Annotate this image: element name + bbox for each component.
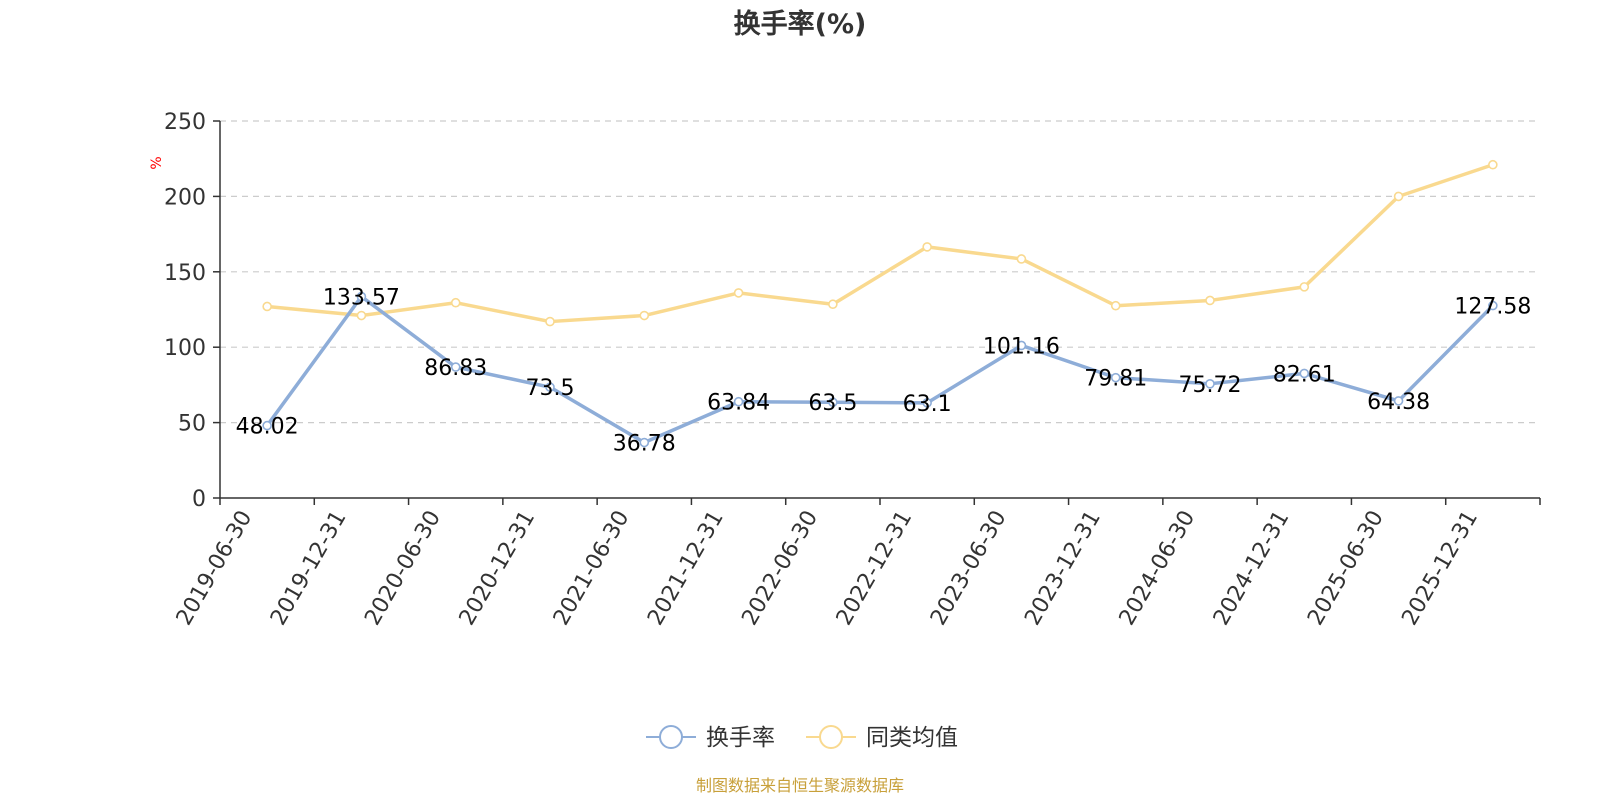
data-point[interactable] <box>1393 396 1404 406</box>
data-point[interactable] <box>545 382 555 392</box>
data-point[interactable] <box>450 297 461 308</box>
series-line <box>265 162 1495 324</box>
data-point[interactable] <box>356 291 367 302</box>
y-tick-label: 50 <box>178 412 206 437</box>
x-tick-label: 2020-06-30 <box>360 507 446 630</box>
x-tick-label: 2024-12-31 <box>1209 507 1295 630</box>
y-tick-label: 200 <box>164 185 206 210</box>
chart-title: 换手率(%) <box>734 8 867 40</box>
legend-item-0[interactable]: 换手率 <box>646 725 775 751</box>
series-0 <box>262 291 1498 448</box>
data-point[interactable] <box>356 310 367 321</box>
data-point[interactable] <box>733 288 744 298</box>
data-point[interactable] <box>1488 159 1498 170</box>
legend-item-1[interactable]: 同类均值 <box>806 725 958 751</box>
data-point[interactable] <box>1393 191 1404 202</box>
data-label: 133.57 <box>323 286 400 311</box>
x-tick-label: 2022-12-31 <box>832 506 918 629</box>
x-tick-label: 2019-06-30 <box>172 507 258 630</box>
data-point[interactable] <box>450 362 461 372</box>
data-label: 63.1 <box>903 392 952 417</box>
series-line <box>265 294 1495 445</box>
legend-circle-icon <box>819 725 843 749</box>
legend-circle-icon <box>659 725 683 749</box>
data-labels: 48.02 133.57 86.83 73.5 36.78 63.84 63.5 63.1 10… <box>236 286 1532 457</box>
x-tick-label: 2022-06-30 <box>737 507 823 630</box>
data-label: 64.38 <box>1367 390 1430 415</box>
y-tick-label: 250 <box>164 110 206 135</box>
legend-label: 同类均值 <box>866 725 958 751</box>
legend[interactable]: 换手率 同类均值 <box>646 725 958 751</box>
data-point[interactable] <box>1110 372 1121 383</box>
data-label: 63.5 <box>808 391 857 416</box>
data-label: 79.81 <box>1084 367 1147 392</box>
data-point[interactable] <box>262 420 272 431</box>
series-1 <box>262 159 1498 327</box>
data-point[interactable] <box>1205 379 1215 389</box>
data-label: 48.02 <box>236 415 299 440</box>
y-tick-label: 150 <box>164 261 206 286</box>
x-tick-label: 2021-12-31 <box>643 507 729 630</box>
source-note: 制图数据来自恒生聚源数据库 <box>696 776 904 795</box>
y-tick-label: 0 <box>192 487 206 512</box>
x-tick-label: 2025-12-31 <box>1397 507 1483 630</box>
data-point[interactable] <box>1299 282 1310 292</box>
data-point[interactable] <box>639 310 650 321</box>
data-label: 73.5 <box>526 376 575 401</box>
data-label: 86.83 <box>424 356 487 381</box>
data-point[interactable] <box>1016 340 1027 351</box>
y-tick-label: 100 <box>164 336 206 361</box>
data-point[interactable] <box>828 299 838 310</box>
data-label: 127.58 <box>1454 295 1531 320</box>
x-tick-label: 2020-12-31 <box>455 507 541 630</box>
data-point[interactable] <box>922 398 932 408</box>
data-point[interactable] <box>733 396 744 407</box>
x-tick-label: 2023-06-30 <box>926 507 1012 630</box>
y-axis-unit-label: % <box>149 156 165 169</box>
data-label: 63.84 <box>707 391 770 416</box>
data-label: 36.78 <box>613 432 676 457</box>
data-label: 101.16 <box>983 334 1060 359</box>
data-point[interactable] <box>545 316 555 327</box>
data-point[interactable] <box>639 437 650 448</box>
data-point[interactable] <box>1488 300 1498 311</box>
data-point[interactable] <box>1205 295 1215 306</box>
x-tick-label: 2019-12-31 <box>266 507 352 630</box>
x-tick-label: 2025-06-30 <box>1303 507 1389 630</box>
data-point[interactable] <box>262 301 272 312</box>
x-tick-label: 2021-06-30 <box>549 507 635 630</box>
data-label: 82.61 <box>1273 362 1336 387</box>
data-point[interactable] <box>922 242 932 252</box>
data-point[interactable] <box>1110 300 1121 311</box>
data-label: 75.72 <box>1179 373 1242 398</box>
gridlines <box>220 120 1540 424</box>
x-tick-label: 2023-12-31 <box>1020 507 1106 630</box>
x-tick-label: 2024-06-30 <box>1115 507 1201 630</box>
data-point[interactable] <box>828 397 838 408</box>
series-lines <box>262 159 1498 448</box>
legend-label: 换手率 <box>706 725 775 751</box>
data-point[interactable] <box>1016 254 1027 264</box>
data-point[interactable] <box>1299 368 1310 379</box>
